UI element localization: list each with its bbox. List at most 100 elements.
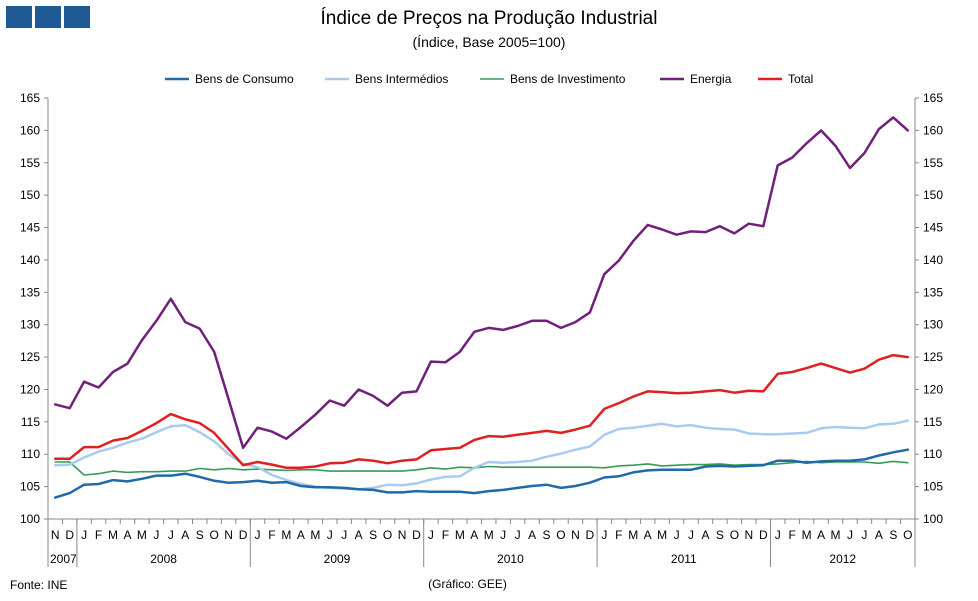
x-month-label: O: [903, 528, 912, 542]
x-month-label: J: [515, 528, 521, 542]
x-month-label: J: [341, 528, 347, 542]
y-tick-label-right: 130: [923, 318, 943, 332]
y-tick-label-left: 135: [20, 285, 40, 299]
x-month-label: M: [310, 528, 320, 542]
x-year-label: 2009: [324, 552, 351, 566]
x-month-label: J: [168, 528, 174, 542]
y-tick-label-right: 100: [923, 512, 943, 526]
y-tick-label-right: 165: [923, 91, 943, 105]
x-month-label: A: [644, 528, 652, 542]
x-month-label: J: [500, 528, 506, 542]
y-tick-label-right: 145: [923, 221, 943, 235]
x-month-label: M: [137, 528, 147, 542]
gee-logo: [6, 6, 90, 28]
x-month-label: N: [571, 528, 580, 542]
x-month-label: M: [657, 528, 667, 542]
x-month-label: J: [255, 528, 261, 542]
source-note: Fonte: INE: [10, 578, 68, 592]
y-tick-label-right: 140: [923, 253, 943, 267]
x-month-label: A: [181, 528, 189, 542]
y-tick-label-left: 105: [20, 480, 40, 494]
x-month-label: S: [716, 528, 724, 542]
y-tick-label-left: 110: [21, 447, 40, 461]
logo-block: [64, 6, 90, 28]
x-month-label: M: [628, 528, 638, 542]
y-tick-label-left: 160: [20, 123, 40, 137]
x-month-label: A: [123, 528, 131, 542]
y-tick-label-right: 120: [923, 382, 943, 396]
series-line-bens-de-consumo: [53, 448, 910, 499]
y-tick-label-right: 135: [923, 285, 943, 299]
x-month-label: N: [224, 528, 233, 542]
y-tick-label-left: 115: [21, 415, 40, 429]
x-month-label: J: [153, 528, 159, 542]
x-year-label: 2007: [50, 552, 77, 566]
x-month-label: M: [108, 528, 118, 542]
y-tick-label-right: 150: [923, 188, 943, 202]
x-month-label: F: [442, 528, 449, 542]
x-month-label: J: [674, 528, 680, 542]
x-month-label: M: [802, 528, 812, 542]
series-line-bens-interm-dios: [53, 419, 910, 491]
chart-credit: (Gráfico: GEE): [428, 577, 507, 591]
y-tick-label-left: 155: [20, 156, 40, 170]
x-month-label: O: [730, 528, 739, 542]
x-year-label: 2010: [497, 552, 524, 566]
y-tick-label-left: 145: [20, 221, 40, 235]
x-month-label: J: [847, 528, 853, 542]
logo-block: [6, 6, 32, 28]
chart-title: Índice de Preços na Produção Industrial: [320, 8, 658, 29]
x-month-label: F: [95, 528, 102, 542]
y-tick-label-left: 165: [20, 91, 40, 105]
x-month-label: N: [398, 528, 407, 542]
x-month-label: N: [51, 528, 60, 542]
y-tick-label-left: 130: [20, 318, 40, 332]
legend-label: Bens de Consumo: [195, 72, 294, 86]
y-tick-label-left: 140: [20, 253, 40, 267]
x-month-label: S: [369, 528, 377, 542]
x-month-label: D: [65, 528, 74, 542]
x-month-label: J: [327, 528, 333, 542]
x-month-label: F: [789, 528, 796, 542]
series-line-energia: [53, 116, 910, 450]
x-month-label: J: [601, 528, 607, 542]
logo-block: [35, 6, 61, 28]
legend: Bens de Consumo Bens Intermédios Bens de I…: [165, 72, 813, 86]
x-month-label: J: [688, 528, 694, 542]
x-month-label: N: [744, 528, 753, 542]
x-month-label: S: [196, 528, 204, 542]
x-month-label: O: [383, 528, 392, 542]
y-tick-label-left: 100: [20, 512, 40, 526]
x-month-label: A: [470, 528, 478, 542]
y-tick-label-right: 105: [923, 480, 943, 494]
x-month-label: J: [861, 528, 867, 542]
x-month-label: J: [775, 528, 781, 542]
x-month-label: J: [81, 528, 87, 542]
x-month-label: D: [239, 528, 248, 542]
x-month-label: A: [355, 528, 363, 542]
x-month-label: M: [455, 528, 465, 542]
y-tick-label-right: 115: [923, 415, 942, 429]
y-tick-label-right: 155: [923, 156, 943, 170]
y-tick-label-left: 150: [20, 188, 40, 202]
x-month-label: D: [412, 528, 421, 542]
x-month-label: A: [297, 528, 305, 542]
y-tick-label-right: 110: [923, 447, 942, 461]
legend-label: Bens Intermédios: [355, 72, 448, 86]
chart-subtitle: (Índice, Base 2005=100): [412, 34, 566, 50]
x-month-label: O: [210, 528, 219, 542]
x-month-label: S: [543, 528, 551, 542]
x-month-label: A: [701, 528, 709, 542]
x-month-label: D: [586, 528, 595, 542]
x-month-label: F: [615, 528, 622, 542]
x-month-label: J: [428, 528, 434, 542]
y-tick-label-right: 125: [923, 350, 943, 364]
x-month-label: S: [889, 528, 897, 542]
plot-area: [53, 116, 910, 499]
x-year-label: 2012: [829, 552, 856, 566]
x-month-label: O: [556, 528, 565, 542]
x-month-label: A: [875, 528, 883, 542]
y-tick-label-left: 125: [20, 350, 40, 364]
legend-label: Energia: [690, 72, 732, 86]
